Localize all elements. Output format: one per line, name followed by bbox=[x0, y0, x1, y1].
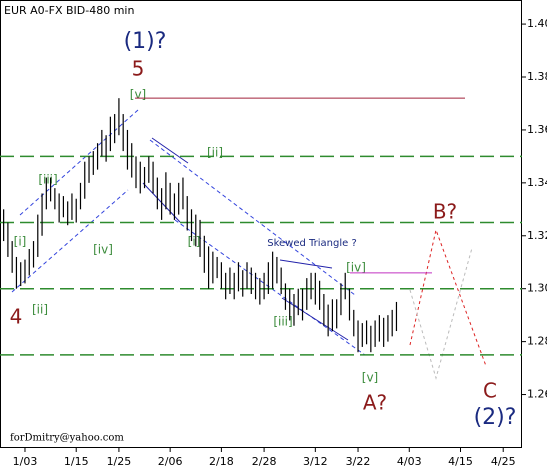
annotation: [iii] bbox=[273, 315, 292, 329]
annotation: [i] bbox=[188, 235, 201, 249]
annotation: (1)? bbox=[124, 29, 167, 54]
annotation: Skewed Triangle ? bbox=[267, 238, 357, 249]
channel-line bbox=[19, 109, 139, 216]
y-tick-label: 1.36 bbox=[527, 123, 547, 136]
chart-title: EUR A0-FX BID-480 min bbox=[4, 4, 134, 17]
triangle-line bbox=[281, 297, 349, 341]
x-tick-label: 1/15 bbox=[64, 455, 89, 468]
x-tick-label: 4/25 bbox=[491, 455, 516, 468]
x-tick-label: 1/03 bbox=[13, 455, 38, 468]
x-tick-label: 2/18 bbox=[209, 455, 234, 468]
annotation: [v] bbox=[362, 371, 378, 385]
plot-frame bbox=[0, 0, 522, 448]
channel-line bbox=[174, 219, 366, 356]
annotation: [iii] bbox=[38, 173, 57, 187]
credit: forDmitry@yahoo.com bbox=[10, 433, 124, 444]
x-tick-label: 4/03 bbox=[397, 455, 422, 468]
y-tick-label: 1.34 bbox=[527, 176, 547, 189]
triangle-line bbox=[151, 137, 189, 164]
annotation: C bbox=[483, 379, 497, 403]
annotation: [v] bbox=[130, 88, 146, 102]
x-tick-label: 2/28 bbox=[252, 455, 277, 468]
annotation: [ii] bbox=[32, 303, 48, 317]
x-tick-label: 2/06 bbox=[158, 455, 183, 468]
annotation: A? bbox=[363, 391, 387, 415]
annotation: 5 bbox=[132, 57, 145, 81]
x-tick-label: 4/15 bbox=[448, 455, 473, 468]
channel-line bbox=[11, 189, 129, 293]
annotation: 4 bbox=[10, 305, 23, 329]
annotation: B? bbox=[433, 200, 457, 224]
annotation: [i] bbox=[14, 235, 27, 249]
x-tick-label: 1/25 bbox=[107, 455, 132, 468]
annotation: [iv] bbox=[346, 261, 366, 275]
channel-line bbox=[149, 139, 356, 296]
x-tick-label: 3/22 bbox=[346, 455, 371, 468]
alt-forecast-path bbox=[409, 247, 473, 380]
y-tick-label: 1.26 bbox=[527, 388, 547, 401]
y-tick-label: 1.28 bbox=[527, 335, 547, 348]
y-tick-label: 1.40 bbox=[527, 17, 547, 30]
channels bbox=[11, 109, 366, 356]
annotation: (2)? bbox=[474, 405, 517, 430]
x-tick-label: 3/12 bbox=[303, 455, 328, 468]
annotation: [iv] bbox=[93, 243, 113, 257]
y-tick-label: 1.30 bbox=[527, 282, 547, 295]
annotation: [ii] bbox=[207, 146, 223, 160]
y-tick-label: 1.38 bbox=[527, 70, 547, 83]
y-tick-label: 1.32 bbox=[527, 229, 547, 242]
triangle-line bbox=[279, 259, 333, 269]
